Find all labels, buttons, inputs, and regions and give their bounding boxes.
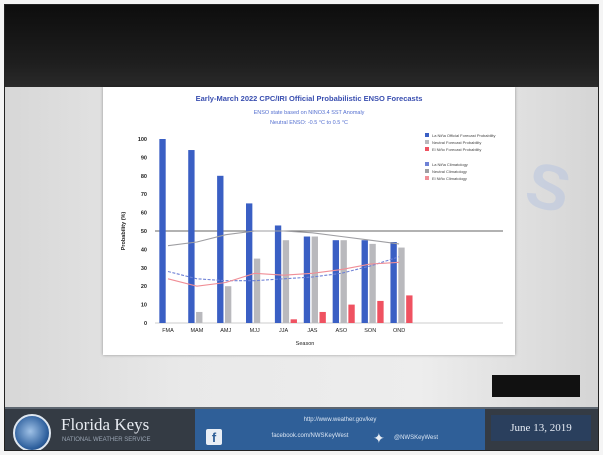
y-tick-label: 100 [138, 137, 147, 143]
legend-label: La Niña Climatology [432, 162, 468, 167]
legend-swatch [425, 133, 429, 137]
x-axis-label: Season [296, 341, 315, 347]
x-tick-label: MAM [190, 328, 203, 334]
x-tick-label: OND [393, 328, 405, 334]
x-tick-label: SON [364, 328, 376, 334]
x-tick-label: FMA [162, 328, 174, 334]
y-tick-label: 20 [141, 284, 147, 290]
x-tick-label: JJA [279, 328, 289, 334]
bar-el-nino-aso [348, 304, 355, 323]
footer-facebook[interactable]: facebook.com/NWSKeyWest [271, 433, 349, 439]
bar-la-nina-mam [188, 150, 195, 323]
bar-la-nina-son [361, 240, 368, 323]
bar-neutral-mam [196, 311, 203, 323]
legend-swatch [425, 169, 429, 173]
legend-swatch [425, 140, 429, 144]
climatology-line-el-nino [167, 261, 400, 287]
y-tick-label: 40 [141, 247, 147, 253]
legend-label: La Niña Official Forecast Probability [432, 133, 496, 138]
bar-el-nino-jja [290, 319, 297, 323]
x-tick-label: ASO [336, 328, 348, 334]
x-tick-label: MJJ [250, 328, 260, 334]
legend-swatch [425, 147, 429, 151]
top-dark-band [5, 5, 598, 87]
bar-la-nina-fma [159, 139, 166, 323]
legend-swatch [425, 162, 429, 166]
legend-label: El Niño Forecast Probability [432, 147, 481, 152]
climatology-line-la-nina [167, 256, 400, 282]
enso-forecast-chart: Early-March 2022 CPC/IRI Official Probab… [121, 94, 503, 347]
footer-website[interactable]: http://www.weather.gov/key [303, 417, 377, 423]
legend-label: Neutral Climatology [432, 169, 467, 174]
legend-label: El Niño Climatology [432, 176, 467, 181]
facebook-icon[interactable]: f [206, 429, 222, 445]
legend-label: Neutral Forecast Probability [432, 140, 481, 145]
bar-el-nino-son [377, 300, 384, 323]
chart-title: Early-March 2022 CPC/IRI Official Probab… [196, 94, 423, 103]
chart-subtitle-1: ENSO state based on NINO3.4 SST Anomaly [254, 110, 365, 116]
y-tick-label: 10 [141, 303, 147, 309]
presentation-frame: S Early-March 2022 CPC/IRI Official Prob… [4, 4, 599, 451]
bar-neutral-son [369, 243, 376, 323]
bar-neutral-aso [340, 240, 347, 323]
nws-logo-icon [13, 414, 51, 450]
x-tick-label: AMJ [220, 328, 231, 334]
bar-la-nina-amj [217, 175, 224, 323]
org-name: Florida Keys [61, 415, 150, 434]
x-tick-label: JAS [307, 328, 317, 334]
redaction-box [492, 375, 580, 397]
y-tick-label: 80 [141, 174, 147, 180]
y-axis-label: Probability (%) [121, 212, 127, 251]
bar-el-nino-jas [319, 311, 326, 323]
enso-chart-card: Early-March 2022 CPC/IRI Official Probab… [103, 87, 515, 355]
climatology-line-neutral [167, 230, 400, 247]
footer-contact-panel: f http://www.weather.gov/key facebook.co… [195, 409, 485, 450]
y-tick-label: 50 [141, 229, 147, 235]
bar-la-nina-jas [303, 236, 311, 323]
twitter-icon[interactable]: ✦ [373, 430, 385, 446]
y-tick-label: 60 [141, 211, 147, 217]
bar-neutral-jja [282, 240, 290, 323]
y-tick-label: 90 [141, 155, 147, 161]
bar-neutral-ond [398, 247, 405, 323]
chart-subtitle-2: Neutral ENSO: -0.5 °C to 0.5 °C [270, 120, 348, 126]
bar-neutral-mjj [253, 258, 261, 323]
y-tick-label: 30 [141, 266, 147, 272]
org-subtitle: NATIONAL WEATHER SERVICE [62, 437, 151, 443]
bar-neutral-jas [311, 236, 318, 323]
legend-swatch [425, 176, 429, 180]
twitter-handle[interactable]: @NWSKeyWest [394, 435, 438, 441]
y-tick-label: 70 [141, 192, 147, 198]
y-tick-label: 0 [144, 321, 147, 327]
bar-la-nina-mjj [246, 203, 253, 323]
bar-neutral-amj [224, 286, 232, 323]
bar-la-nina-aso [332, 240, 340, 323]
slide-date: June 13, 2019 [491, 415, 591, 441]
bar-el-nino-ond [406, 295, 413, 323]
bar-la-nina-ond [390, 242, 397, 323]
bar-la-nina-jja [274, 225, 282, 323]
